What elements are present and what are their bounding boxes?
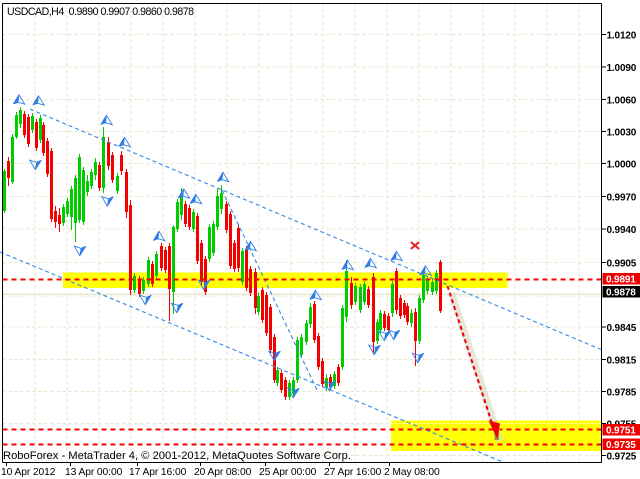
svg-text:25 Apr 00:00: 25 Apr 00:00: [259, 467, 317, 478]
svg-text:1.0000: 1.0000: [607, 159, 637, 170]
svg-text:0.9891: 0.9891: [606, 275, 636, 286]
svg-text:0.9905: 0.9905: [607, 258, 637, 269]
svg-text:27 Apr 16:00: 27 Apr 16:00: [324, 467, 382, 478]
svg-text:0.9785: 0.9785: [607, 387, 637, 398]
svg-text:0.9845: 0.9845: [607, 323, 637, 334]
svg-text:0.9878: 0.9878: [606, 287, 636, 298]
svg-text:0.9940: 0.9940: [607, 225, 637, 236]
svg-text:0.9725: 0.9725: [607, 451, 637, 462]
svg-text:20 Apr 08:00: 20 Apr 08:00: [194, 467, 252, 478]
svg-text:0.9815: 0.9815: [607, 355, 637, 366]
svg-text:1.0090: 1.0090: [607, 63, 637, 74]
svg-text:0.9751: 0.9751: [606, 425, 636, 436]
svg-text:0.9735: 0.9735: [606, 440, 636, 451]
svg-text:13 Apr 00:00: 13 Apr 00:00: [65, 467, 123, 478]
svg-text:10 Apr 2012: 10 Apr 2012: [1, 467, 56, 478]
svg-text:0.9970: 0.9970: [607, 192, 637, 203]
svg-text:1.0120: 1.0120: [607, 30, 637, 41]
svg-text:1.0030: 1.0030: [607, 127, 637, 138]
svg-text:USDCAD,H4 0.9890 0.9907 0.986: USDCAD,H4 0.9890 0.9907 0.9860 0.9878: [7, 6, 194, 18]
svg-text:2 May 08:00: 2 May 08:00: [384, 467, 440, 478]
svg-text:17 Apr 16:00: 17 Apr 16:00: [129, 467, 187, 478]
svg-text:1.0060: 1.0060: [607, 95, 637, 106]
svg-text:RoboForex - MetaTrader 4, © 20: RoboForex - MetaTrader 4, © 2001-2012, M…: [3, 450, 351, 462]
